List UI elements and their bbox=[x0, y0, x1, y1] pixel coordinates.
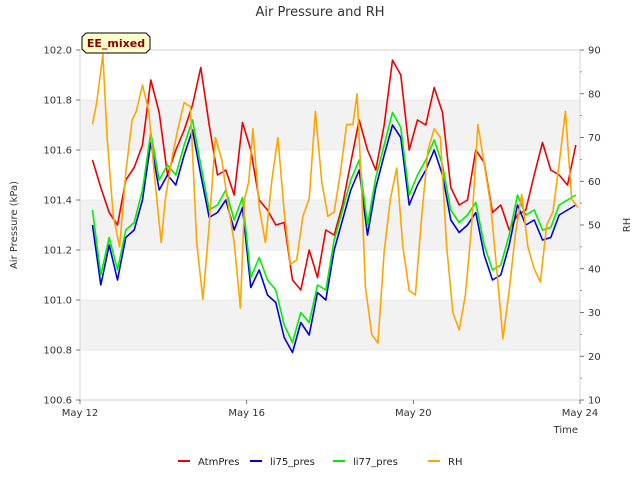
badge-label: EE_mixed bbox=[87, 37, 145, 50]
legend-label: li77_pres bbox=[353, 457, 398, 468]
y2-tick-label: 40 bbox=[588, 264, 601, 275]
x-axis: May 12 May 16 May 20 May 24 bbox=[62, 400, 599, 419]
y2-tick-label: 20 bbox=[588, 352, 601, 363]
legend-label: AtmPres bbox=[198, 457, 239, 468]
y-tick-label: 100.6 bbox=[43, 396, 72, 407]
series-line-li75-pres bbox=[91, 124, 577, 354]
y2-tick-label: 10 bbox=[588, 396, 601, 407]
y-tick-label: 101.4 bbox=[43, 196, 72, 207]
y2-tick-label: 50 bbox=[588, 221, 601, 232]
y-axis-label: Air Pressure (kPa) bbox=[9, 181, 20, 269]
legend-label: RH bbox=[448, 457, 462, 468]
y-tick-label: 101.0 bbox=[43, 296, 72, 307]
right-axis: 10 20 30 40 50 60 70 80 90 bbox=[580, 46, 601, 407]
badge: EE_mixed bbox=[81, 32, 151, 54]
y-tick-label: 102.0 bbox=[43, 46, 72, 57]
plot-background bbox=[80, 100, 580, 350]
y-tick-label: 101.6 bbox=[43, 146, 72, 157]
x-tick-label: May 20 bbox=[395, 408, 432, 419]
y2-tick-label: 60 bbox=[588, 177, 601, 188]
series-line-atmpres bbox=[91, 59, 577, 291]
series-line-li77-pres bbox=[91, 111, 577, 344]
y2-tick-label: 80 bbox=[588, 89, 601, 100]
y-tick-label: 101.2 bbox=[43, 246, 72, 257]
x-axis-label: Time bbox=[553, 425, 578, 436]
series-layer bbox=[91, 53, 579, 354]
x-tick-label: May 24 bbox=[562, 408, 599, 419]
chart-title: Air Pressure and RH bbox=[255, 5, 384, 20]
legend: AtmPres li75_pres li77_pres RH bbox=[178, 457, 462, 468]
badge-box bbox=[81, 32, 151, 54]
y-tick-label: 100.8 bbox=[43, 346, 72, 357]
y-tick-label: 101.8 bbox=[43, 96, 72, 107]
plot-band bbox=[80, 200, 580, 250]
series-line-rh bbox=[91, 53, 579, 344]
x-tick-label: May 12 bbox=[62, 408, 99, 419]
y2-axis-label: RH bbox=[622, 218, 633, 232]
y2-tick-label: 90 bbox=[588, 46, 601, 57]
y2-tick-label: 70 bbox=[588, 133, 601, 144]
legend-label: li75_pres bbox=[270, 457, 315, 468]
plot-band bbox=[80, 100, 580, 150]
x-tick-label: May 16 bbox=[228, 408, 265, 419]
left-axis: 100.6 100.8 101.0 101.2 101.4 101.6 101.8 102.0 bbox=[43, 46, 80, 407]
y2-tick-label: 30 bbox=[588, 308, 601, 319]
plot-band bbox=[80, 300, 580, 350]
